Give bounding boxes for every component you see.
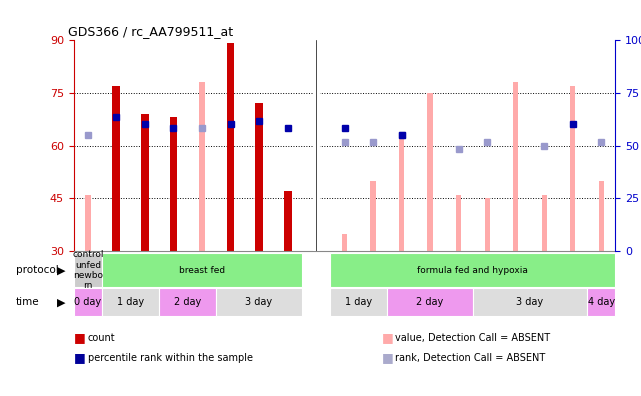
Bar [428, 93, 433, 251]
Text: 3 day: 3 day [516, 297, 544, 307]
Bar [542, 195, 547, 251]
Text: control
unfed
newbo
rn: control unfed newbo rn [72, 250, 104, 290]
Bar [387, 288, 473, 316]
Text: ■: ■ [381, 351, 393, 364]
Text: ▶: ▶ [57, 265, 65, 275]
Bar [141, 114, 149, 251]
Bar [74, 288, 102, 316]
Bar [199, 82, 204, 251]
Bar [159, 288, 216, 316]
Bar [330, 288, 387, 316]
Bar [370, 181, 376, 251]
Bar [587, 288, 615, 316]
Text: ■: ■ [74, 351, 85, 364]
Text: 1 day: 1 day [345, 297, 372, 307]
Text: ▶: ▶ [57, 297, 65, 307]
Bar [102, 253, 302, 287]
Bar [74, 253, 102, 287]
Bar [399, 139, 404, 251]
Text: 2 day: 2 day [174, 297, 201, 307]
Bar [255, 103, 263, 251]
Text: 4 day: 4 day [588, 297, 615, 307]
Bar [456, 195, 461, 251]
Text: count: count [88, 333, 115, 343]
Bar [485, 198, 490, 251]
Bar [513, 82, 518, 251]
Text: 0 day: 0 day [74, 297, 101, 307]
Bar [473, 288, 587, 316]
Bar [216, 288, 302, 316]
Text: formula fed and hypoxia: formula fed and hypoxia [417, 266, 528, 275]
Text: value, Detection Call = ABSENT: value, Detection Call = ABSENT [395, 333, 551, 343]
Text: 1 day: 1 day [117, 297, 144, 307]
Text: GDS366 / rc_AA799511_at: GDS366 / rc_AA799511_at [69, 25, 233, 38]
Bar [570, 86, 575, 251]
Text: rank, Detection Call = ABSENT: rank, Detection Call = ABSENT [395, 352, 545, 363]
Bar [283, 191, 292, 251]
Text: time: time [16, 297, 40, 307]
Text: ■: ■ [74, 331, 85, 344]
Bar [226, 43, 235, 251]
Bar [342, 234, 347, 251]
Bar [85, 195, 90, 251]
Text: breast fed: breast fed [179, 266, 225, 275]
Bar [330, 253, 615, 287]
Bar [112, 86, 121, 251]
Bar [169, 117, 178, 251]
Bar [102, 288, 159, 316]
Text: 3 day: 3 day [246, 297, 272, 307]
Bar [599, 181, 604, 251]
Text: ■: ■ [381, 331, 393, 344]
Text: 2 day: 2 day [417, 297, 444, 307]
Text: protocol: protocol [16, 265, 59, 275]
Text: percentile rank within the sample: percentile rank within the sample [88, 352, 253, 363]
Bar [285, 198, 290, 251]
